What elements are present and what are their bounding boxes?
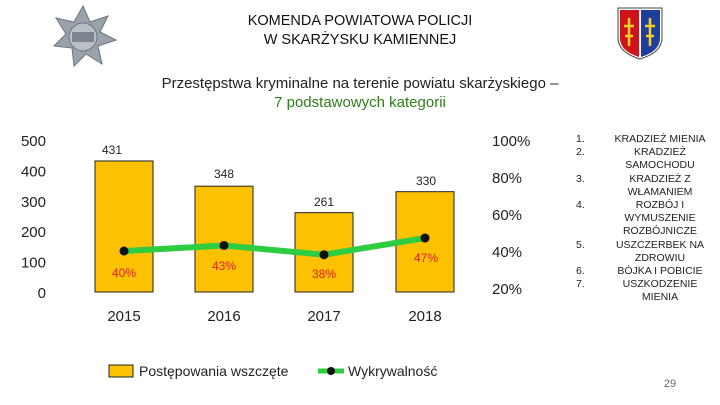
subtitle-line1: Przestępstwa kryminalne na terenie powia… [161, 75, 559, 92]
line-point [420, 233, 430, 243]
line-value-label: 43% [212, 259, 236, 273]
x-tick-label: 2016 [207, 308, 240, 325]
crime-list-number: 5. [576, 238, 585, 251]
bar-value-label: 431 [102, 143, 122, 157]
y-tick-label: 400 [21, 163, 46, 180]
header-title-line2: W SKARŻYSKU KAMIENNEJ [263, 32, 457, 48]
x-tick-label: 2018 [408, 308, 441, 325]
crime-list-number: 4. [576, 199, 585, 212]
subtitle-line2: 7 podstawowych kategorii [274, 94, 446, 111]
crime-list-item: 2. KRADZIEŻ SAMOCHODU [562, 146, 712, 172]
line-point [219, 240, 229, 250]
crime-list-label: USZCZERBEK NA ZDROWIU [615, 238, 705, 264]
y-tick-label: 300 [21, 194, 46, 211]
bar [194, 185, 254, 293]
crime-list-label: USZKODZENIE MIENIA [622, 278, 698, 304]
bar-value-label: 261 [314, 195, 334, 209]
crime-list-number: 2. [576, 146, 585, 159]
y-tick-label: 100 [21, 255, 46, 272]
bar-value-label: 330 [416, 174, 436, 188]
y2-tick-label: 100% [492, 133, 530, 150]
bar [94, 160, 154, 293]
y-tick-label: 0 [38, 285, 46, 302]
x-tick-label: 2015 [107, 308, 140, 325]
crime-list-item: 6. BÓJKA I POBICIE [562, 265, 712, 278]
legend-line-marker [327, 367, 335, 375]
crime-category-list: 1. KRADZIEŻ MIENIA 2. KRADZIEŻ SAMOCHODU 3. K… [562, 133, 712, 305]
y-tick-label: 500 [21, 133, 46, 150]
bar-value-label: 348 [214, 167, 234, 181]
crime-list-item: 3. KRADZIEŻ Z WŁAMANIEM [562, 173, 712, 199]
line-value-label: 38% [312, 267, 336, 281]
crime-list-number: 7. [576, 278, 585, 291]
crime-list-label: KRADZIEŻ MIENIA [614, 133, 706, 145]
series-line [123, 235, 426, 258]
line-value-label: 47% [414, 251, 438, 265]
line-point [319, 250, 329, 260]
crime-list-item: 4. ROZBÓJ I WYMUSZENIE ROZBÓJNICZE [562, 199, 712, 239]
page-number: 29 [663, 378, 677, 390]
header-title: KOMENDA POWIATOWA POLICJI W SKARŻYSKU KA… [160, 12, 560, 50]
chart-subtitle: Przestępstwa kryminalne na terenie powia… [90, 74, 630, 112]
y2-tick-label: 60% [492, 207, 522, 224]
crime-list-item: 5. USZCZERBEK NA ZDROWIU [562, 239, 712, 265]
legend-label-line: Wykrywalność [348, 363, 437, 379]
crime-list-label: KRADZIEŻ SAMOCHODU [625, 146, 695, 172]
line-point [119, 246, 129, 256]
y2-tick-label: 40% [492, 244, 522, 261]
crime-list-number: 1. [576, 133, 585, 145]
line-value-label: 40% [112, 266, 136, 280]
legend-label-bar: Postępowania wszczęte [139, 363, 289, 379]
y2-tick-label: 20% [492, 281, 522, 298]
x-tick-label: 2017 [307, 308, 340, 325]
y2-tick-label: 80% [492, 170, 522, 187]
crime-list-label: BÓJKA I POBICIE [617, 265, 703, 278]
crime-list-item: 1. KRADZIEŻ MIENIA [562, 133, 712, 146]
y-tick-label: 200 [21, 224, 46, 241]
crime-list-number: 3. [576, 172, 585, 185]
header-title-line1: KOMENDA POWIATOWA POLICJI [247, 13, 473, 29]
coat-of-arms-icon [616, 6, 664, 60]
police-star-badge-icon [48, 4, 118, 68]
crime-list-number: 6. [576, 265, 585, 278]
crime-list-label: ROZBÓJ I WYMUSZENIE ROZBÓJNICZE [622, 199, 698, 238]
legend-bar-swatch [108, 364, 134, 378]
crime-list-item: 7. USZKODZENIE MIENIA [562, 278, 712, 304]
chart: 0 100 200 300 400 500 100% 80% 60% 40% 20% 431 348… [21, 133, 530, 379]
crime-list-label: KRADZIEŻ Z WŁAMANIEM [627, 172, 693, 198]
